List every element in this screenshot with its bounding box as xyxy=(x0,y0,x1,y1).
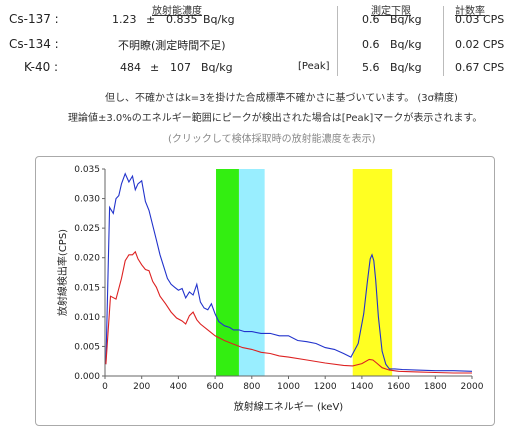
concentration-unit: Bq/kg xyxy=(201,61,233,74)
count-rate: 0.67 CPS xyxy=(455,61,505,74)
x-tick-label: 0 xyxy=(102,382,108,392)
cyan-energy-band xyxy=(238,169,265,376)
limit-value: 5.6 xyxy=(362,61,380,74)
concentration-error: 107 xyxy=(170,61,191,74)
x-tick-label: 200 xyxy=(133,382,150,392)
x-tick-label: 600 xyxy=(207,382,224,392)
concentration-status: 不明瞭(測定時間不足) xyxy=(118,39,226,52)
y-tick-label: 0.015 xyxy=(74,283,100,293)
column-divider xyxy=(443,6,444,76)
x-tick-label: 1600 xyxy=(387,382,410,392)
y-tick-label: 0.000 xyxy=(74,372,100,382)
spectrum-chart-panel: 0.000 0.005 0.010 0.015 0.020 0.025 0.030 0.035… xyxy=(35,156,495,426)
header-detection-limit: 測定下限 xyxy=(371,6,411,17)
x-tick-label: 1800 xyxy=(424,382,447,392)
concentration-value: 484 xyxy=(120,61,141,74)
count-rate: 0.02 CPS xyxy=(455,38,505,51)
y-axis-label: 放射線検出率(CPS) xyxy=(56,229,69,316)
uncertainty-note: 但し、不確かさはk=3を掛けた合成標準不確かさに基づいています。 (3σ精度) xyxy=(105,93,458,104)
red-series-line xyxy=(105,250,472,374)
x-axis-label: 放射線エネルギー (keV) xyxy=(234,400,344,413)
nuclide-label: Cs-137 : xyxy=(9,12,59,26)
plus-minus: ± xyxy=(146,13,156,26)
plus-minus: ± xyxy=(150,61,160,74)
peak-note: 理論値±3.0%のエネルギー範囲にピークが検出された場合は[Peak]マークが表… xyxy=(68,113,483,124)
x-tick-label: 1000 xyxy=(277,382,300,392)
limit-value: 0.6 xyxy=(362,38,380,51)
blue-series-line xyxy=(105,172,473,372)
limit-unit: Bq/kg xyxy=(390,61,422,74)
concentration-value: 1.23 xyxy=(112,13,137,26)
yellow-energy-band xyxy=(352,169,393,376)
x-tick-label: 400 xyxy=(170,382,187,392)
x-tick-label: 800 xyxy=(243,382,260,392)
count-rate: 0.03 CPS xyxy=(455,13,505,26)
x-tick-label: 2000 xyxy=(461,382,484,392)
y-tick-label: 0.035 xyxy=(74,165,100,175)
header-concentration: 放射能濃度 xyxy=(152,6,202,17)
column-divider xyxy=(337,6,338,76)
y-tick-label: 0.030 xyxy=(74,195,100,205)
show-sampling-time-concentration-link[interactable]: (クリックして検体採取時の放射能濃度を表示) xyxy=(168,134,376,145)
limit-unit: Bq/kg xyxy=(390,13,422,26)
y-tick-label: 0.025 xyxy=(74,224,100,234)
y-tick-label: 0.010 xyxy=(74,313,100,323)
peak-mark: [Peak] xyxy=(298,61,330,72)
x-tick-label: 1400 xyxy=(350,382,373,392)
y-tick-label: 0.020 xyxy=(74,254,100,264)
concentration-unit: Bq/kg xyxy=(203,13,235,26)
x-tick-label: 1200 xyxy=(314,382,337,392)
limit-value: 0.6 xyxy=(362,13,380,26)
nuclide-label: K-40 : xyxy=(24,60,59,74)
nuclide-label: Cs-134 : xyxy=(9,37,59,51)
spectrum-chart: 0.000 0.005 0.010 0.015 0.020 0.025 0.030 0.035… xyxy=(56,165,484,413)
limit-unit: Bq/kg xyxy=(390,38,422,51)
concentration-error: 0.835 xyxy=(166,13,198,26)
header-count-rate: 計数率 xyxy=(455,6,485,17)
y-tick-label: 0.005 xyxy=(74,342,100,352)
